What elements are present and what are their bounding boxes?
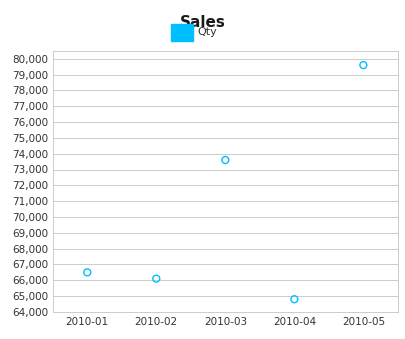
Point <box>153 276 159 281</box>
Point <box>290 297 297 302</box>
Text: Qty: Qty <box>196 27 216 37</box>
Text: Sales: Sales <box>180 15 225 30</box>
Point <box>222 157 228 163</box>
Point <box>84 270 90 275</box>
Point <box>359 62 366 68</box>
